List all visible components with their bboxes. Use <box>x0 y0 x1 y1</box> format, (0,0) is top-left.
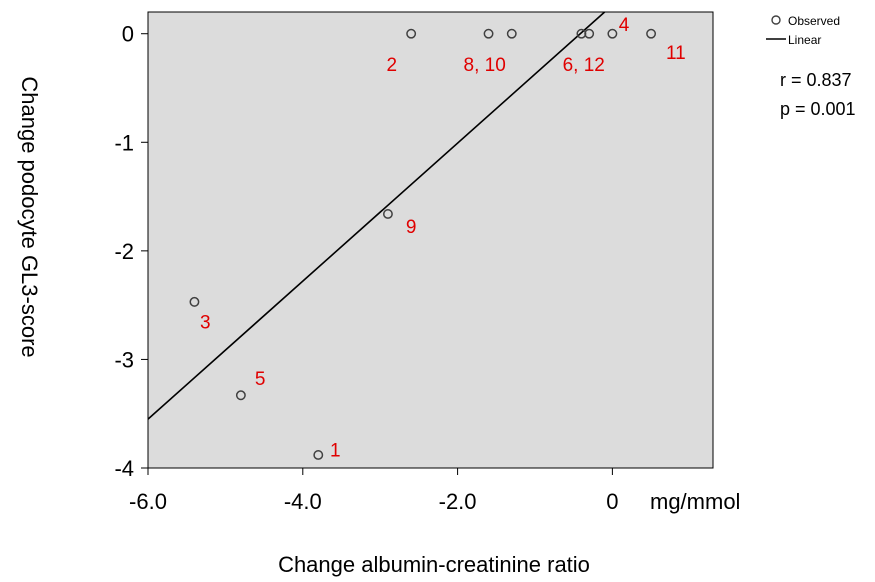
data-point <box>483 28 494 39</box>
data-point <box>506 28 517 39</box>
point-annotation: 2 <box>387 55 398 76</box>
y-tick-label: -4 <box>114 456 134 481</box>
legend: Observed Linear <box>766 14 840 47</box>
point-annotation: 5 <box>255 369 266 390</box>
y-tick-label: -2 <box>114 239 134 264</box>
x-tick-label: -4.0 <box>284 489 322 514</box>
data-point <box>406 28 417 39</box>
x-tick-label: -2.0 <box>439 489 477 514</box>
point-annotation: 11 <box>666 43 686 64</box>
point-annotation: 6, 12 <box>563 55 605 76</box>
data-point <box>607 28 618 39</box>
x-tick-label: -6.0 <box>129 489 167 514</box>
data-point <box>584 28 595 39</box>
legend-linear-label: Linear <box>788 33 821 47</box>
data-point <box>235 390 246 401</box>
data-point <box>189 296 200 307</box>
y-axis-title: Change podocyte GL3-score <box>17 76 42 357</box>
point-annotation: 8, 10 <box>464 55 506 76</box>
x-tick-label: 0 <box>606 489 618 514</box>
point-annotation: 4 <box>619 15 630 36</box>
linear-fit-line <box>147 11 606 420</box>
data-point <box>646 28 657 39</box>
legend-observed-label: Observed <box>788 14 840 28</box>
y-tick-label: -1 <box>114 130 134 155</box>
x-axis-unit: mg/mmol <box>650 489 740 514</box>
point-annotation: 9 <box>406 217 417 238</box>
data-point <box>313 450 324 460</box>
y-tick-label: 0 <box>122 22 134 47</box>
point-annotation: 3 <box>200 312 211 333</box>
x-axis-title: Change albumin-creatinine ratio <box>278 552 590 577</box>
y-tick-label: -3 <box>114 347 134 372</box>
data-point <box>382 208 393 219</box>
stat-r: r = 0.837 <box>780 70 852 90</box>
point-annotation: 1 <box>330 441 341 462</box>
legend-observed-marker <box>771 15 781 25</box>
stat-p: p = 0.001 <box>780 99 856 119</box>
plot-area <box>147 11 714 469</box>
